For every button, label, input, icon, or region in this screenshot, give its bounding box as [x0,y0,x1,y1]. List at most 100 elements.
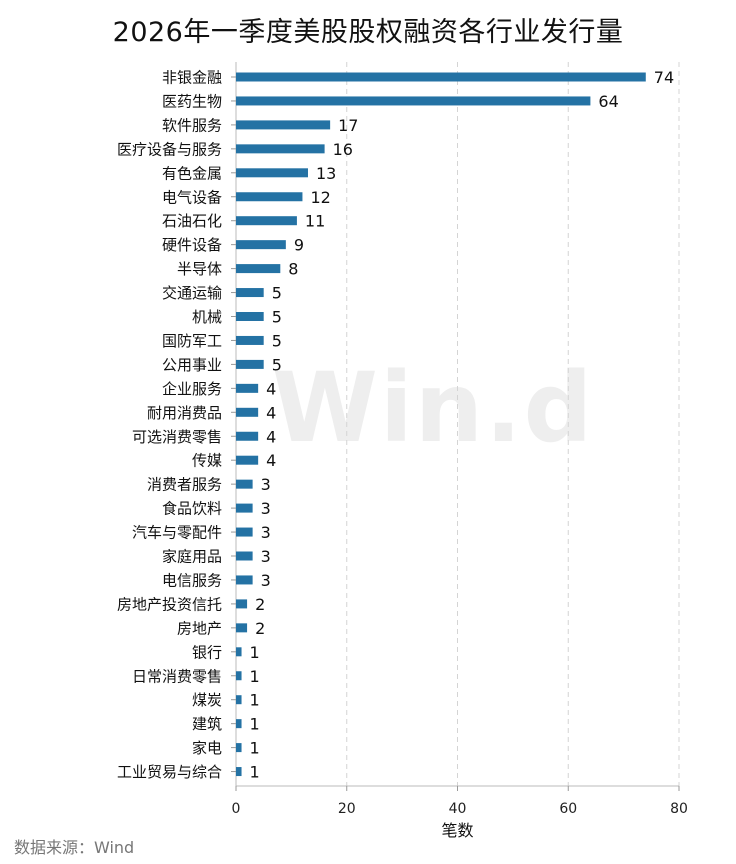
value-label: 9 [294,236,304,255]
bar [236,479,253,489]
category-label: 工业贸易与综合 [117,763,222,781]
value-label: 11 [305,212,325,231]
value-label: 1 [250,691,260,710]
value-label: 5 [272,284,282,303]
bar [236,383,259,393]
bar [236,455,259,465]
bar [236,192,303,202]
category-label: 有色金属 [162,164,222,182]
value-label: 3 [261,547,271,566]
value-label: 12 [310,188,330,207]
bar [236,599,248,609]
category-label: 电信服务 [162,571,222,589]
bar [236,264,281,274]
category-label: 建筑 [192,715,222,733]
x-tick-label: 60 [559,801,577,817]
value-label: 3 [261,475,271,494]
chart-title: 2026年一季度美股股权融资各行业发行量 [112,17,624,48]
bar [236,120,331,130]
category-label: 石油石化 [162,212,222,230]
bar [236,168,308,178]
source-note: 数据来源：Wind [14,838,135,857]
x-tick-label: 0 [232,801,241,817]
x-tick-label: 40 [449,801,467,817]
category-label: 医疗设备与服务 [117,140,222,158]
category-label: 日常消费零售 [132,667,222,685]
value-label: 4 [266,379,276,398]
category-label: 交通运输 [162,284,222,302]
bar [236,767,242,777]
bar [236,527,253,537]
bar [236,431,259,441]
value-label: 64 [598,92,618,111]
bar [236,503,253,513]
bar [236,575,253,585]
bar [236,240,286,250]
category-label: 煤炭 [192,691,222,709]
value-label: 74 [654,68,674,87]
category-label: 银行 [192,643,222,661]
category-label: 国防军工 [162,332,222,350]
category-label: 电气设备 [162,188,222,206]
value-label: 17 [338,116,358,135]
value-label: 2 [255,619,265,638]
watermark: Win.d [272,352,595,464]
category-label: 非银金融 [162,69,222,87]
bar [236,72,646,82]
bar [236,407,259,417]
bar [236,288,264,298]
category-label: 企业服务 [162,380,222,398]
bar [236,551,253,561]
category-label: 房地产投资信托 [117,595,222,613]
bar [236,671,242,681]
value-label: 3 [261,499,271,518]
x-tick-label: 80 [670,801,688,817]
value-label: 4 [266,427,276,446]
x-tick-label: 20 [338,801,356,817]
value-label: 1 [250,715,260,734]
value-label: 3 [261,523,271,542]
value-label: 1 [250,739,260,758]
value-label: 8 [288,260,298,279]
value-label: 1 [250,667,260,686]
x-axis-title: 笔数 [441,821,473,840]
value-label: 1 [250,643,260,662]
value-label: 16 [333,140,353,159]
bar [236,144,325,154]
value-label: 5 [272,355,282,374]
bar [236,216,297,226]
value-label: 2 [255,595,265,614]
value-label: 13 [316,164,336,183]
value-label: 5 [272,331,282,350]
bar [236,695,242,705]
bar [236,335,264,345]
value-label: 5 [272,308,282,327]
bar [236,743,242,753]
category-label: 房地产 [177,619,222,637]
category-label: 机械 [192,308,222,326]
category-label: 半导体 [177,260,222,278]
category-label: 软件服务 [162,116,222,134]
category-label: 医药生物 [162,92,222,110]
category-label: 家庭用品 [162,548,222,566]
category-label: 汽车与零配件 [132,524,222,542]
value-label: 4 [266,451,276,470]
category-label: 可选消费零售 [132,428,222,446]
category-label: 硬件设备 [162,236,222,254]
bar [236,359,264,369]
value-label: 4 [266,403,276,422]
category-label: 消费者服务 [147,476,222,494]
category-label: 传媒 [192,452,222,470]
value-label: 1 [250,763,260,782]
bar [236,312,264,321]
bar [236,96,591,106]
category-label: 家电 [192,739,222,757]
category-label: 耐用消费品 [147,404,222,422]
value-label: 3 [261,571,271,590]
bar [236,719,242,729]
bar [236,647,242,657]
bar [236,623,248,633]
category-label: 食品饮料 [162,500,222,518]
category-label: 公用事业 [162,356,222,374]
